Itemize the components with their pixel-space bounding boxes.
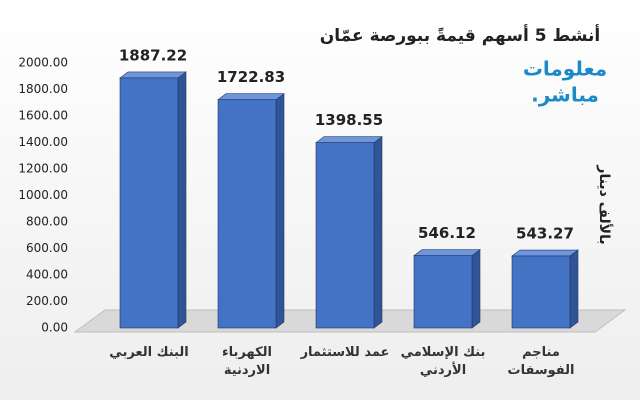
y-tick-label: 600.00 [26, 241, 68, 255]
bar-top [217, 93, 285, 101]
chart-title: أنشط 5 أسهم قيمةً ببورصة عمّان [320, 24, 600, 46]
x-tick-label: الكهرباء الاردنية [222, 345, 272, 378]
x-tick-label: عمد للاستثمار [300, 345, 390, 360]
bar-top [413, 249, 481, 256]
bar-side [275, 93, 285, 329]
y-axis-label: بالألف دينار [596, 164, 613, 244]
x-tick-label: مناجم الفوسفات [507, 345, 575, 378]
value-label: 546.12 [418, 224, 476, 242]
bar-top [315, 136, 383, 143]
bar [119, 71, 187, 329]
bar-side [569, 249, 579, 329]
y-tick-label: 200.00 [26, 294, 68, 308]
bar-front [413, 255, 473, 329]
y-tick-label: 1000.00 [18, 188, 68, 202]
y-tick-label: 1400.00 [18, 135, 68, 149]
bar-top [119, 71, 187, 79]
bar [315, 136, 383, 329]
y-tick-label: 1800.00 [18, 82, 68, 96]
value-label: 543.27 [516, 225, 574, 243]
value-label: 1398.55 [315, 111, 383, 129]
bar [413, 249, 481, 329]
bar-side [177, 71, 187, 329]
y-tick-label: 400.00 [26, 268, 68, 282]
x-tick-label: بنك الإسلامي الأردني [400, 345, 486, 378]
bar [217, 93, 285, 329]
value-label: 1722.83 [217, 68, 285, 86]
y-tick-label: 800.00 [26, 215, 68, 229]
bar [511, 249, 579, 329]
y-tick-label: 1200.00 [18, 162, 68, 176]
logo-text: مباشر. [531, 83, 599, 107]
bar-top [511, 249, 579, 257]
y-tick-label: 1600.00 [18, 109, 68, 123]
bar-side [471, 249, 481, 329]
bar-side [373, 136, 383, 329]
logo-text: معلومات [523, 57, 607, 81]
bar-front [511, 255, 571, 329]
y-tick-label: 2000.00 [18, 56, 68, 70]
bar-front [119, 77, 179, 329]
bar-front [315, 142, 375, 329]
value-label: 1887.22 [119, 46, 187, 64]
y-tick-label: 0.00 [41, 321, 68, 335]
x-tick-label: البنك العربي [109, 345, 189, 360]
bar-front [217, 99, 277, 329]
